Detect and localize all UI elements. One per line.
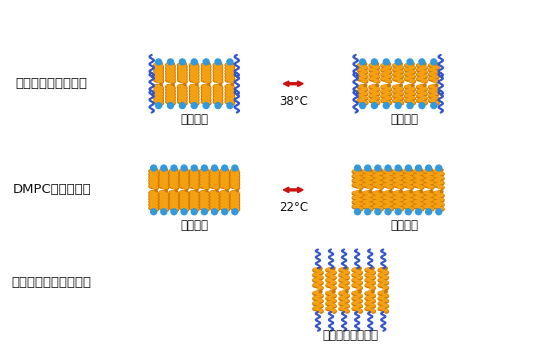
Text: 両親媒性ポリペプチド: 両親媒性ポリペプチド <box>12 276 92 289</box>
Text: 共集合ナノカプセル: 共集合ナノカプセル <box>16 77 87 90</box>
Circle shape <box>375 165 381 171</box>
Circle shape <box>371 103 377 109</box>
Text: 38°C: 38°C <box>279 95 307 108</box>
Circle shape <box>203 103 209 109</box>
Circle shape <box>227 59 233 65</box>
Circle shape <box>431 59 437 65</box>
Circle shape <box>395 209 401 215</box>
Text: ゲル状態: ゲル状態 <box>180 219 208 232</box>
Circle shape <box>405 165 411 171</box>
Circle shape <box>168 59 173 65</box>
Circle shape <box>355 165 361 171</box>
Circle shape <box>365 165 371 171</box>
Circle shape <box>191 209 197 215</box>
Circle shape <box>156 59 162 65</box>
Circle shape <box>161 165 167 171</box>
Circle shape <box>212 165 217 171</box>
Circle shape <box>360 103 366 109</box>
Circle shape <box>222 209 228 215</box>
Polygon shape <box>283 187 303 193</box>
Circle shape <box>436 165 442 171</box>
Circle shape <box>232 165 238 171</box>
Circle shape <box>171 209 177 215</box>
Circle shape <box>355 209 361 215</box>
Circle shape <box>419 59 425 65</box>
Circle shape <box>371 59 377 65</box>
Text: 相転移を示さない: 相転移を示さない <box>323 329 378 342</box>
Circle shape <box>191 165 197 171</box>
Circle shape <box>431 103 437 109</box>
Circle shape <box>419 103 425 109</box>
Circle shape <box>179 59 185 65</box>
Circle shape <box>201 209 207 215</box>
Text: DMPCリポソーム: DMPCリポソーム <box>12 184 91 196</box>
Polygon shape <box>283 81 303 87</box>
Circle shape <box>405 209 411 215</box>
Circle shape <box>383 103 389 109</box>
Circle shape <box>215 103 221 109</box>
Circle shape <box>407 59 413 65</box>
Circle shape <box>375 209 381 215</box>
Circle shape <box>222 165 228 171</box>
Circle shape <box>407 103 413 109</box>
Circle shape <box>203 59 209 65</box>
Circle shape <box>415 165 421 171</box>
Text: 22°C: 22°C <box>279 201 308 214</box>
Circle shape <box>215 59 221 65</box>
Circle shape <box>232 209 238 215</box>
Text: 液晶状態: 液晶状態 <box>390 113 418 126</box>
Circle shape <box>151 209 157 215</box>
Circle shape <box>395 59 401 65</box>
Circle shape <box>201 165 207 171</box>
Circle shape <box>191 59 197 65</box>
Circle shape <box>415 209 421 215</box>
Circle shape <box>181 165 187 171</box>
Text: 液晶状態: 液晶状態 <box>390 219 418 232</box>
Circle shape <box>168 103 173 109</box>
Circle shape <box>212 209 217 215</box>
Circle shape <box>385 165 391 171</box>
Circle shape <box>227 103 233 109</box>
Circle shape <box>426 209 432 215</box>
Circle shape <box>191 103 197 109</box>
Circle shape <box>426 165 432 171</box>
Circle shape <box>360 59 366 65</box>
Circle shape <box>181 209 187 215</box>
Circle shape <box>171 165 177 171</box>
Circle shape <box>151 165 157 171</box>
Circle shape <box>365 209 371 215</box>
Circle shape <box>179 103 185 109</box>
Circle shape <box>385 209 391 215</box>
Circle shape <box>383 59 389 65</box>
Circle shape <box>156 103 162 109</box>
Circle shape <box>395 165 401 171</box>
Text: ゲル状態: ゲル状態 <box>180 113 208 126</box>
Circle shape <box>395 103 401 109</box>
Circle shape <box>436 209 442 215</box>
Circle shape <box>161 209 167 215</box>
